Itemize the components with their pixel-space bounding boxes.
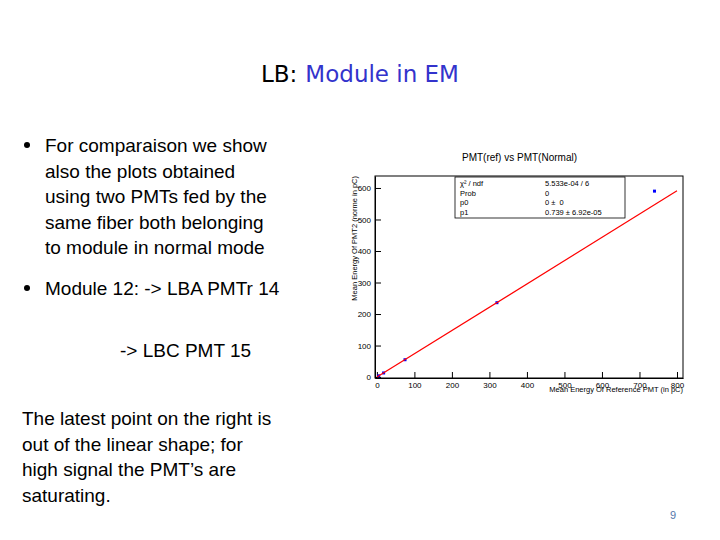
x-tick-mark (489, 372, 490, 378)
x-axis-line (376, 378, 684, 379)
y-tick-mark (375, 346, 381, 347)
y-axis-line (375, 177, 376, 379)
x-tick-mark (564, 372, 565, 378)
sub-item: -> LBC PMT 15 (120, 340, 251, 361)
y-tick: 400 (358, 247, 381, 256)
chart: 0100200300400500600700800010020030040050… (345, 145, 690, 395)
y-tick-label: 0 (367, 373, 372, 382)
x-tick-label: 300 (483, 381, 497, 390)
note-line: high signal the PMT’s are (22, 459, 236, 480)
y-tick: 600 (358, 184, 381, 193)
data-point (653, 190, 656, 193)
bullet-line: For comparaison we show (45, 135, 267, 156)
stats-value: 0.739 ± 6.92e-05 (545, 208, 602, 217)
note-line: out of the linear shape; for (22, 434, 243, 455)
stats-label: χ² / ndf (460, 179, 484, 188)
x-tick-label: 200 (446, 381, 460, 390)
x-tick-mark (639, 372, 640, 378)
stats-value: 0 (545, 189, 549, 198)
x-axis-title: Mean Energy Of Reference PMT (in pC) (549, 385, 683, 394)
chart-title: PMT(ref) vs PMT(Normal) (462, 152, 577, 163)
y-tick: 500 (358, 216, 381, 225)
y-tick-mark (375, 314, 381, 315)
bullet-line: to module in normal mode (45, 237, 265, 258)
fit-line (377, 191, 677, 377)
bullet-line: using two PMTs fed by the (45, 186, 267, 207)
bullet-line: same fiber both belonging (45, 212, 264, 233)
y-axis: 0 100 200 300 400 500 600 (358, 177, 381, 383)
x-tick: 300 (483, 372, 497, 390)
y-tick: 0 (367, 373, 381, 382)
x-tick-mark (677, 372, 678, 378)
x-tick-mark (414, 372, 415, 378)
bullet-dot (24, 285, 30, 291)
x-tick: 400 (521, 372, 535, 390)
y-tick-mark (375, 283, 381, 284)
x-tick-mark (602, 372, 603, 378)
stats-frame (455, 177, 625, 218)
y-tick-label: 500 (358, 216, 372, 225)
y-tick-mark (375, 251, 381, 252)
bullet-line: Module 12: -> LBA PMTr 14 (45, 278, 280, 299)
bullet-line: also the plots obtained (45, 161, 235, 182)
y-axis-title: Mean Energy Of PMT2 (norme in pC) (350, 176, 359, 301)
x-tick: 200 (446, 372, 460, 390)
y-tick-label: 600 (358, 184, 372, 193)
x-tick: 100 (408, 372, 422, 390)
stats-value: 0 ± 0 (545, 198, 564, 207)
y-tick: 200 (358, 310, 381, 319)
y-tick-label: 400 (358, 247, 372, 256)
y-tick-label: 200 (358, 310, 372, 319)
bullet-dot (24, 142, 30, 148)
stats-label: Prob (460, 189, 476, 198)
x-tick-label: 400 (521, 381, 535, 390)
x-tick-mark (527, 372, 528, 378)
stats-label: p0 (460, 198, 468, 207)
x-tick-label: 0 (375, 381, 380, 390)
y-tick-label: 300 (358, 279, 372, 288)
y-tick: 300 (358, 279, 381, 288)
slide-title: LB: Module in EM (261, 61, 459, 87)
note-line: The latest point on the right is (22, 408, 271, 429)
note-line: saturating. (22, 485, 111, 506)
y-tick-mark (375, 219, 381, 220)
page-number: 9 (670, 509, 676, 521)
chart-pad (345, 145, 690, 395)
stats-label: p1 (460, 208, 468, 217)
y-tick-label: 100 (358, 342, 372, 351)
x-tick-label: 100 (408, 381, 422, 390)
plot-frame (375, 176, 683, 378)
stats-box: χ² / ndf 5.533e-04 / 6 Prob 0 p0 0 ± 0 p1 0.739… (455, 177, 625, 218)
title-main: Module in EM (305, 61, 459, 87)
x-tick-mark (452, 372, 453, 378)
title-prefix: LB: (261, 61, 297, 87)
y-tick-mark (375, 188, 381, 189)
slide: LB: Module in EM For comparaison we show al… (0, 0, 720, 540)
y-tick: 100 (358, 342, 381, 351)
stats-value: 5.533e-04 / 6 (545, 179, 589, 188)
